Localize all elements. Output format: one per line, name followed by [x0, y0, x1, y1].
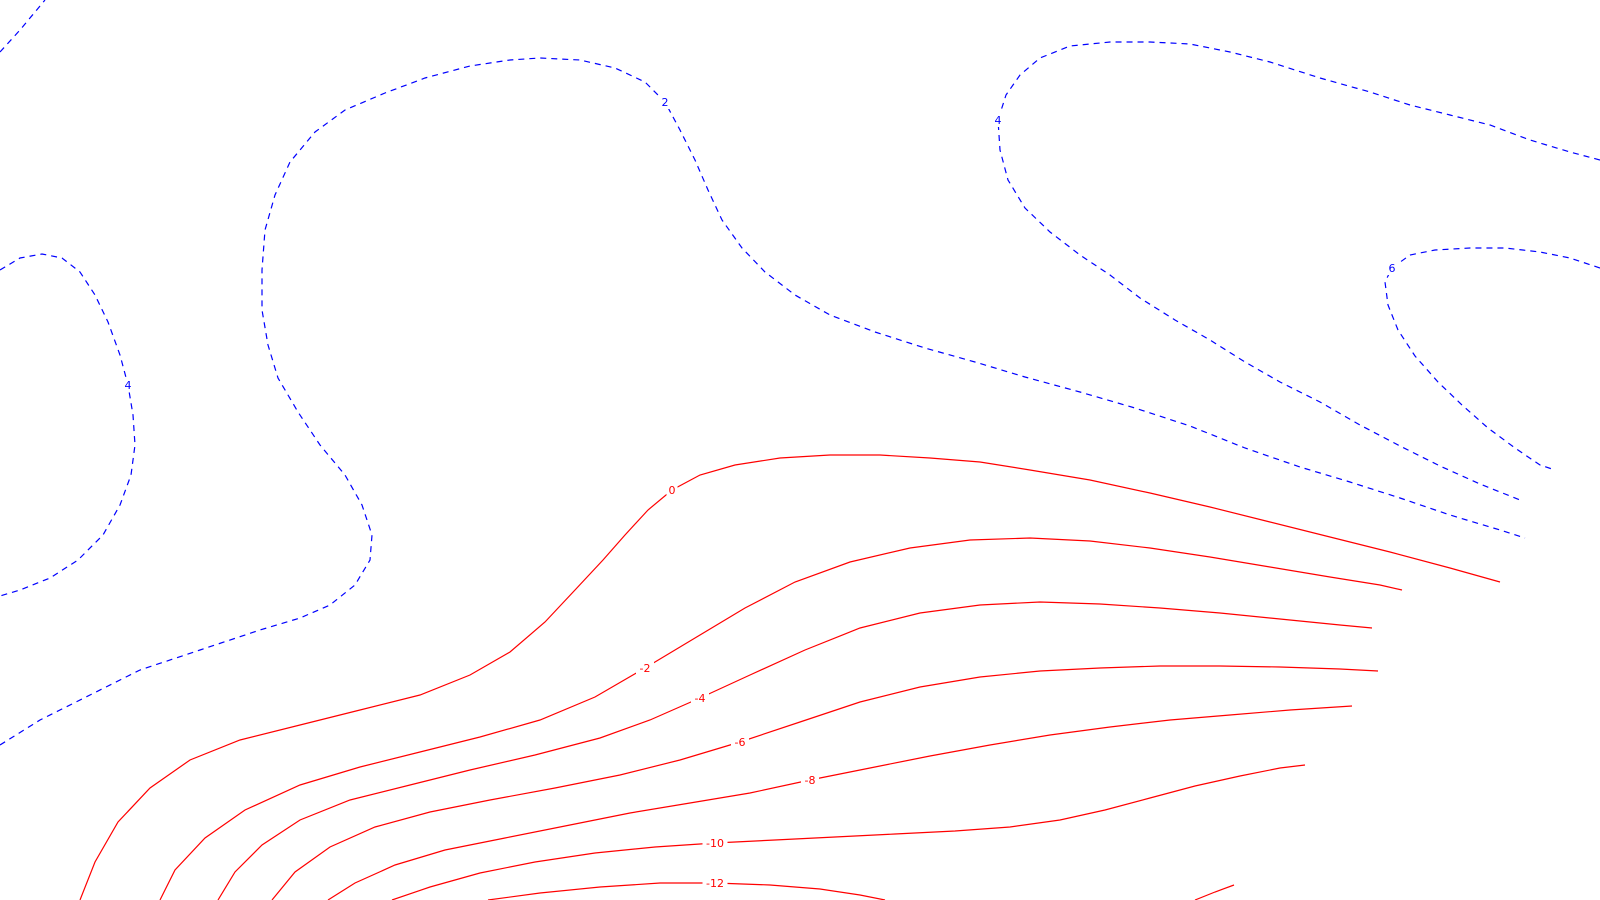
contour-6-line [1384, 247, 1600, 471]
contour-neg8-label: -8 [805, 774, 816, 787]
contour-neg12-right-line [1194, 884, 1235, 900]
contour-neg6-label: -6 [735, 736, 746, 749]
contour-4-left-line [0, 253, 136, 597]
contour-neg4-label-bg [691, 691, 709, 705]
contour-neg8-label-bg [801, 773, 819, 787]
contour-0-label-bg [666, 483, 678, 497]
contour-2-main-label-bg [659, 95, 671, 109]
contour-neg2-label-bg [636, 661, 654, 675]
contour-4-left-label-bg [122, 378, 134, 392]
contour-neg12-label: -12 [706, 877, 724, 890]
contour-4-right-line [997, 41, 1600, 501]
contour-neg4-label: -4 [695, 692, 706, 705]
contour-neg10-label-bg [702, 836, 728, 850]
contour-0-label: 0 [669, 484, 676, 497]
contour-labels: 2 4 4 6 0 -2 -4 -6 -8 -10 -12 [122, 95, 1398, 890]
contour-neg12-line [487, 882, 886, 900]
contour-4-right-label-bg [992, 113, 1004, 127]
contour-2-corner-line [0, 0, 46, 53]
contour-4-left-label: 4 [125, 379, 132, 392]
contour-4-right-label: 4 [995, 114, 1002, 127]
contour-neg10-line [391, 764, 1306, 900]
contour-6-label: 6 [1389, 262, 1396, 275]
contour-6-label-bg [1386, 261, 1398, 275]
contour-neg10-label: -10 [706, 837, 724, 850]
contour-2-main-label: 2 [662, 96, 669, 109]
contour-0-line [79, 454, 1501, 900]
contour-neg6-line [271, 665, 1379, 900]
contour-neg12-label-bg [702, 876, 728, 890]
contour-2-main-line [0, 57, 1526, 746]
contour-neg6-label-bg [731, 735, 749, 749]
contour-neg4-line [217, 601, 1373, 900]
contour-neg2-line [159, 537, 1403, 900]
contour-neg8-line [327, 705, 1353, 900]
contour-neg2-label: -2 [640, 662, 651, 675]
